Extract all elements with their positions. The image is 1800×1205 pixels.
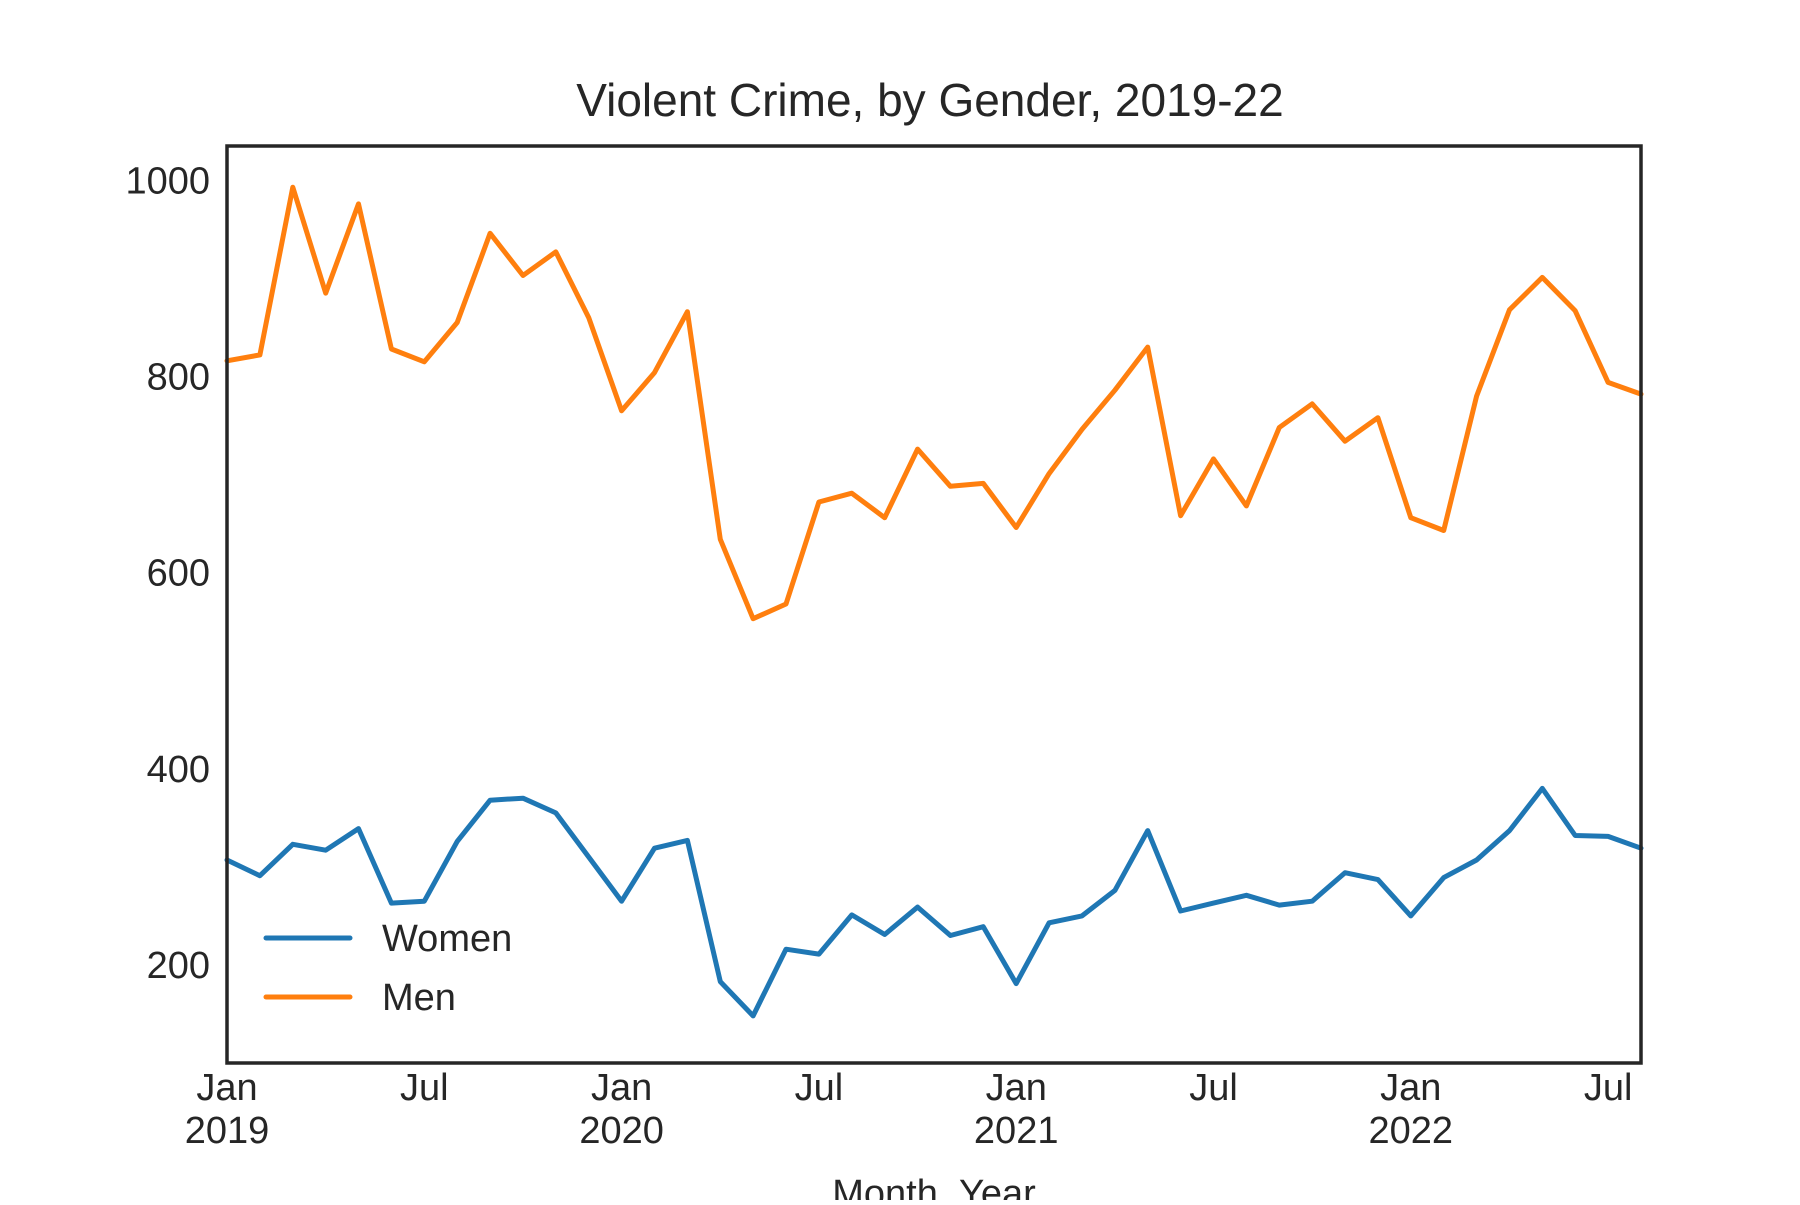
- x-tick-label: Jul: [400, 1067, 449, 1109]
- x-tick-label: Jan: [986, 1067, 1047, 1109]
- x-tick-year-label: 2021: [974, 1110, 1059, 1152]
- x-tick-label: Jan: [1380, 1067, 1441, 1109]
- x-tick-label: Jan: [591, 1067, 652, 1109]
- x-axis-label: Month_Year: [832, 1173, 1036, 1200]
- y-tick-label: 400: [147, 749, 210, 791]
- series-line-men: [224, 184, 1644, 622]
- x-tick-label: Jan: [196, 1067, 257, 1109]
- y-axis: 200 400 600 800 1000: [125, 160, 210, 987]
- series-layer: [224, 184, 1644, 1019]
- plot-frame: [225, 144, 1643, 1065]
- legend-label-women: Women: [382, 918, 512, 960]
- y-tick-label: 600: [147, 553, 210, 595]
- legend-label-men: Men: [382, 977, 456, 1019]
- series-line-women: [224, 785, 1644, 1019]
- x-tick-year-label: 2019: [185, 1110, 270, 1152]
- y-tick-label: 200: [147, 945, 210, 987]
- x-tick-year-label: 2020: [579, 1110, 664, 1152]
- chart-title: Violent Crime, by Gender, 2019-22: [576, 74, 1283, 126]
- x-tick-year-label: 2022: [1369, 1110, 1454, 1152]
- x-tick-label: Jul: [795, 1067, 844, 1109]
- x-tick-label: Jul: [1189, 1067, 1238, 1109]
- y-tick-label: 800: [147, 356, 210, 398]
- x-tick-label: Jul: [1584, 1067, 1633, 1109]
- y-tick-label: 1000: [125, 160, 210, 202]
- legend: Women Men: [263, 918, 512, 1019]
